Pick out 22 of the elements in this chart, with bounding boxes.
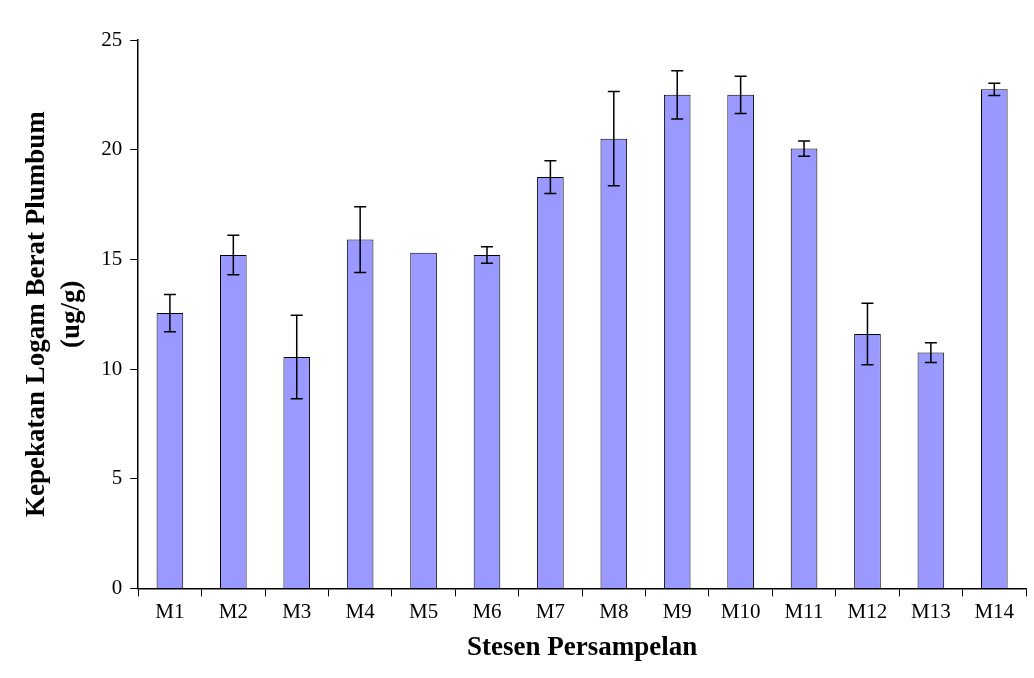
x-tick-label: M1 bbox=[155, 598, 185, 623]
x-tick-label: M9 bbox=[662, 598, 692, 623]
x-axis-title: Stesen Persampelan bbox=[466, 630, 698, 661]
y-tick-label: 0 bbox=[111, 574, 123, 599]
y-axis-title: Kepekatan Logam Berat Plumbum (ug/g) bbox=[19, 110, 85, 518]
x-tick-label: M8 bbox=[599, 598, 629, 623]
y-tick-label: 25 bbox=[101, 26, 123, 51]
y-tick-label: 15 bbox=[101, 245, 123, 270]
x-tick-label: M3 bbox=[282, 598, 312, 623]
y-tick-label: 5 bbox=[111, 465, 123, 490]
x-tick-label: M14 bbox=[974, 598, 1015, 623]
x-tick-label: M5 bbox=[408, 598, 439, 623]
x-tick-label: M4 bbox=[345, 598, 376, 623]
x-tick-label: M13 bbox=[911, 598, 951, 623]
y-tick-label: 20 bbox=[101, 136, 123, 161]
x-tick-label: M11 bbox=[784, 598, 824, 623]
x-tick-label: M10 bbox=[720, 598, 761, 623]
x-tick-label: M12 bbox=[847, 598, 888, 623]
x-tick-label: M6 bbox=[472, 598, 502, 623]
x-tick-label: M7 bbox=[535, 598, 565, 623]
y-tick-label: 10 bbox=[101, 355, 123, 380]
x-tick-label: M2 bbox=[218, 598, 248, 623]
